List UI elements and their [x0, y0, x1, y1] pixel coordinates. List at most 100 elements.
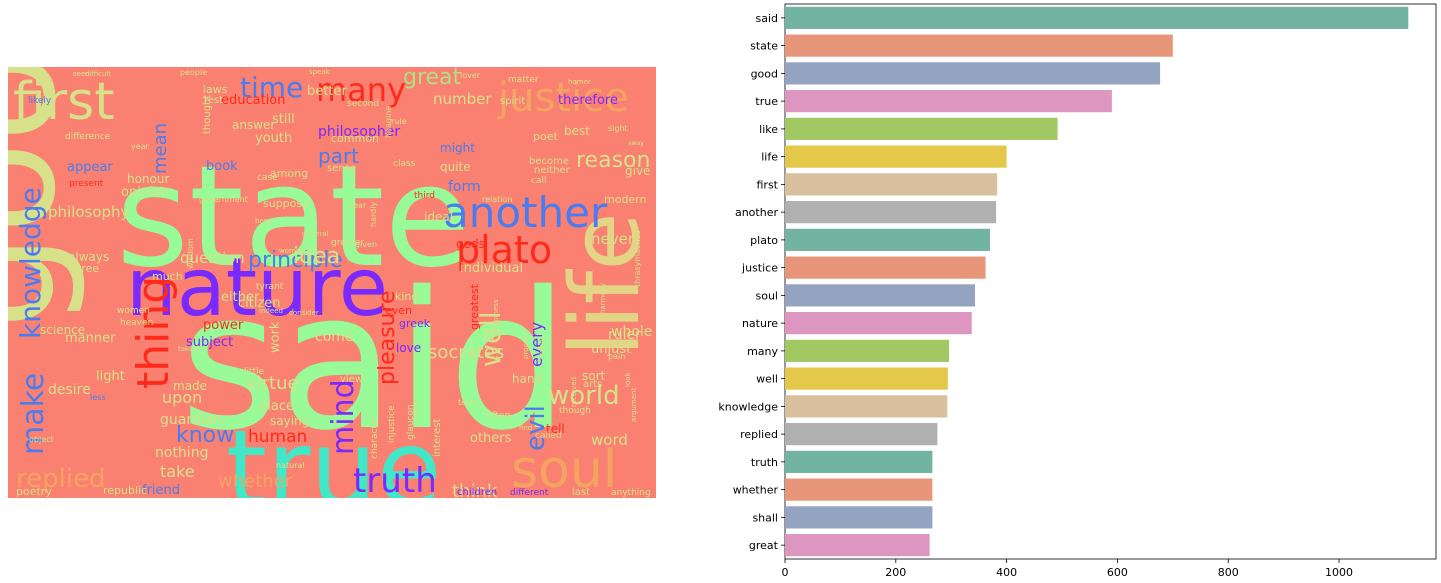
cloud-word-still: still — [272, 112, 295, 127]
cloud-word-away: away — [628, 140, 644, 147]
cloud-word-never: never — [591, 230, 635, 248]
bar-good — [785, 62, 1161, 85]
cloud-word-mind: mind — [326, 379, 361, 455]
bar-truth — [785, 450, 933, 473]
bar-replied — [785, 423, 938, 446]
word-cloud: said state good true nature life soul first just… — [8, 67, 656, 498]
cloud-word-honour: honour — [127, 172, 170, 186]
cloud-word-greater: greater — [331, 238, 364, 248]
cloud-word-wisdom: wisdom — [186, 238, 195, 269]
cloud-word-best: best — [564, 124, 590, 138]
y-tick-label-shall: shall — [752, 511, 778, 524]
cloud-word-another: another — [443, 188, 608, 237]
cloud-word-government: government — [199, 195, 248, 204]
cloud-word-pain: pain — [608, 352, 625, 361]
cloud-word-mean: mean — [150, 123, 171, 174]
cloud-word-guardian: guardian — [160, 412, 222, 428]
x-tick-label-600: 600 — [1107, 566, 1128, 579]
cloud-word-place: place — [259, 399, 294, 414]
cloud-word-saying: saying — [270, 414, 309, 428]
cloud-word-view: view — [340, 374, 363, 385]
cloud-word-think: think — [452, 481, 498, 498]
y-tick-label-knowledge: knowledge — [718, 400, 778, 413]
bar-whether — [785, 478, 933, 501]
y-tick-label-life: life — [761, 151, 778, 164]
cloud-word-true: true — [226, 408, 442, 498]
cloud-word-much: much — [152, 270, 183, 283]
x-tick-label-0: 0 — [782, 566, 789, 579]
cloud-word-anything: anything — [611, 488, 651, 498]
cloud-word-modern: modern — [604, 193, 647, 206]
x-tick-label-800: 800 — [1218, 566, 1239, 579]
cloud-word-people: people — [180, 68, 207, 77]
cloud-word-seen: seen — [73, 70, 90, 78]
cloud-word-called: called — [535, 431, 562, 441]
cloud-word-nothing: nothing — [155, 445, 208, 461]
cloud-word-arts: arts — [583, 379, 602, 390]
cloud-word-replied: replied — [16, 464, 106, 494]
cloud-word-truth: truth — [353, 461, 437, 498]
cloud-word-character: character — [370, 416, 380, 459]
cloud-word-even: even — [385, 304, 412, 317]
cloud-word-argument: argument — [630, 388, 638, 422]
y-tick-label-good: good — [751, 67, 778, 80]
cloud-word-year: year — [131, 142, 150, 151]
cloud-word-love: love — [396, 341, 421, 355]
cloud-word-book: book — [206, 159, 238, 174]
cloud-word-manner: manner — [65, 331, 116, 346]
cloud-word-many: many — [316, 71, 406, 109]
cloud-word-heaven: heaven — [120, 318, 153, 328]
bar-many — [785, 339, 949, 362]
bar-first — [785, 173, 998, 196]
cloud-word-hand: hand — [512, 372, 542, 386]
bar-nature — [785, 312, 972, 335]
bar-shall — [785, 506, 933, 529]
bar-plato — [785, 228, 990, 251]
bar-justice — [785, 256, 986, 279]
cloud-word-often: often — [487, 411, 510, 421]
cloud-word-individual: individual — [460, 261, 523, 276]
cloud-word-natural: natural — [276, 461, 305, 470]
x-tick-label-1000: 1000 — [1325, 566, 1353, 579]
cloud-word-happiness: happiness — [492, 299, 500, 335]
y-tick-label-first: first — [757, 178, 779, 191]
y-tick-label-true: true — [755, 95, 778, 108]
bar-chart-svg: said state good true like life first another pla… — [718, 3, 1437, 579]
y-tick-label-truth: truth — [751, 456, 778, 469]
cloud-word-education: education — [221, 93, 286, 108]
cloud-word-human: human — [248, 427, 307, 447]
cloud-word-class: class — [393, 159, 416, 169]
cloud-word-citizen: citizen — [238, 296, 281, 311]
cloud-word-greatest: greatest — [468, 283, 481, 330]
cloud-word-homer: homer — [568, 78, 591, 86]
cloud-word-plato: plato — [456, 228, 552, 272]
cloud-word-three: three — [70, 262, 99, 275]
cloud-word-well: well — [474, 311, 507, 367]
cloud-word-last: last — [572, 487, 590, 498]
cloud-word-glaucon: glaucon — [406, 404, 416, 440]
cloud-word-tell: tell — [546, 422, 565, 436]
x-tick-label-200: 200 — [885, 566, 906, 579]
cloud-word-nature: nature — [126, 241, 388, 334]
cloud-word-socrates: socrates — [428, 342, 504, 363]
cloud-word-justice: justice — [497, 75, 629, 121]
cloud-word-principle: principle — [248, 248, 343, 273]
plot-frame — [784, 3, 1437, 560]
cloud-word-sense: sense — [327, 163, 356, 174]
cloud-word-interest: interest — [432, 419, 443, 457]
x-tick-label-400: 400 — [996, 566, 1017, 579]
y-tick-label-nature: nature — [742, 317, 778, 330]
cloud-word-term: term — [458, 398, 477, 407]
cloud-word-thrasymachus: thrasymachus — [633, 230, 642, 287]
cloud-word-philosophy: philosophy — [48, 203, 130, 221]
cloud-word-evil: evil — [521, 405, 551, 451]
cloud-word-great: great — [403, 67, 462, 90]
cloud-word-work: work — [268, 321, 283, 353]
cloud-word-form: form — [448, 179, 481, 195]
bar-true — [785, 90, 1112, 113]
cloud-word-harmony: harmony — [599, 283, 607, 314]
cloud-word-unjust: unjust — [591, 342, 631, 357]
cloud-word-whole: whole — [611, 324, 652, 340]
y-tick-label-said: said — [755, 12, 778, 25]
cloud-word-knowledge: knowledge — [14, 187, 47, 339]
